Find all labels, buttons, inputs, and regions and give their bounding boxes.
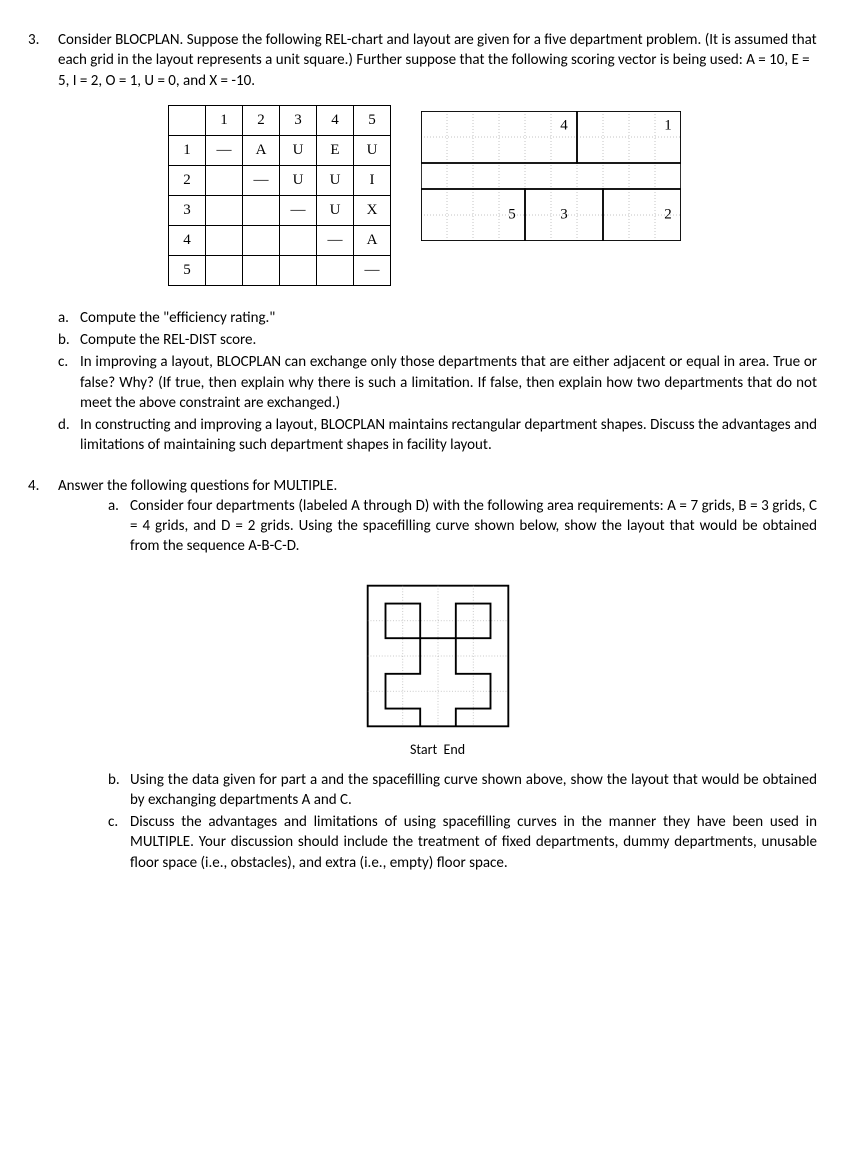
cell: U: [317, 165, 354, 195]
cell: U: [280, 135, 317, 165]
text: Using the data given for part a and the …: [130, 770, 817, 811]
label: d.: [58, 415, 80, 456]
cell: [206, 255, 243, 285]
q4-subparts-2: b. Using the data given for part a and t…: [108, 770, 817, 873]
q3-body: Consider BLOCPLAN. Suppose the following…: [58, 30, 817, 458]
cell: U: [317, 195, 354, 225]
th: 1: [206, 105, 243, 135]
rel-chart-table: 1 2 3 4 5 1 — A U E U 2 —: [168, 105, 391, 286]
q4-body: Answer the following questions for MULTI…: [58, 476, 817, 875]
cell: 4: [169, 225, 206, 255]
cell: 1: [169, 135, 206, 165]
cell: I: [354, 165, 391, 195]
question-3: 3. Consider BLOCPLAN. Suppose the follow…: [28, 30, 817, 458]
cell: —: [243, 165, 280, 195]
label: c.: [108, 812, 130, 873]
cell: [243, 255, 280, 285]
caption-end: End: [444, 741, 466, 758]
cell: —: [280, 195, 317, 225]
dept-1-label: 1: [664, 117, 672, 133]
text: In constructing and improving a layout, …: [80, 415, 817, 456]
layout-diagram: 4 1 5 3 2: [421, 111, 681, 241]
th: 3: [280, 105, 317, 135]
cell: U: [354, 135, 391, 165]
th: 5: [354, 105, 391, 135]
q4a: a. Consider four departments (labeled A …: [108, 496, 817, 557]
cell: [206, 165, 243, 195]
cell: —: [354, 255, 391, 285]
cell: [243, 225, 280, 255]
label: b.: [108, 770, 130, 811]
cell: A: [354, 225, 391, 255]
q3d: d. In constructing and improving a layou…: [58, 415, 817, 456]
cell: [206, 195, 243, 225]
text: Discuss the advantages and limitations o…: [130, 812, 817, 873]
q4b: b. Using the data given for part a and t…: [108, 770, 817, 811]
cell: [317, 255, 354, 285]
cell: [243, 195, 280, 225]
label: c.: [58, 352, 80, 413]
q4-subparts: a. Consider four departments (labeled A …: [108, 496, 817, 557]
cell: 5: [169, 255, 206, 285]
dept-5-label: 5: [508, 206, 516, 222]
cell: U: [280, 165, 317, 195]
cell: —: [317, 225, 354, 255]
cell: 2: [169, 165, 206, 195]
text: Compute the "efficiency rating.": [80, 308, 817, 328]
q3b: b. Compute the REL-DIST score.: [58, 330, 817, 350]
cell: A: [243, 135, 280, 165]
text: Consider four departments (labeled A thr…: [130, 496, 817, 557]
caption-start: Start: [410, 741, 437, 758]
label: a.: [108, 496, 130, 557]
q4-number: 4.: [28, 476, 58, 875]
q3-number: 3.: [28, 30, 58, 458]
q3-subparts: a. Compute the "efficiency rating." b. C…: [58, 308, 817, 456]
label: a.: [58, 308, 80, 328]
question-4: 4. Answer the following questions for MU…: [28, 476, 817, 875]
cell: E: [317, 135, 354, 165]
cell: 3: [169, 195, 206, 225]
dept-3-label: 3: [560, 206, 568, 222]
th: 4: [317, 105, 354, 135]
cell: [206, 225, 243, 255]
cell: —: [206, 135, 243, 165]
q3-intro: Consider BLOCPLAN. Suppose the following…: [58, 30, 817, 91]
text: In improving a layout, BLOCPLAN can exch…: [80, 352, 817, 413]
cell: X: [354, 195, 391, 225]
q3-figures: 1 2 3 4 5 1 — A U E U 2 —: [58, 105, 817, 286]
th: [169, 105, 206, 135]
label: b.: [58, 330, 80, 350]
spacefilling-figure: Start End: [58, 581, 817, 760]
spacefilling-curve-icon: [363, 581, 513, 731]
dept-2-label: 2: [664, 206, 672, 222]
cell: [280, 255, 317, 285]
fig-caption: Start End: [58, 741, 817, 760]
q4c: c. Discuss the advantages and limitation…: [108, 812, 817, 873]
th: 2: [243, 105, 280, 135]
cell: [280, 225, 317, 255]
q3c: c. In improving a layout, BLOCPLAN can e…: [58, 352, 817, 413]
q3a: a. Compute the "efficiency rating.": [58, 308, 817, 328]
q4-intro: Answer the following questions for MULTI…: [58, 476, 817, 496]
text: Compute the REL-DIST score.: [80, 330, 817, 350]
dept-4-label: 4: [560, 117, 568, 133]
